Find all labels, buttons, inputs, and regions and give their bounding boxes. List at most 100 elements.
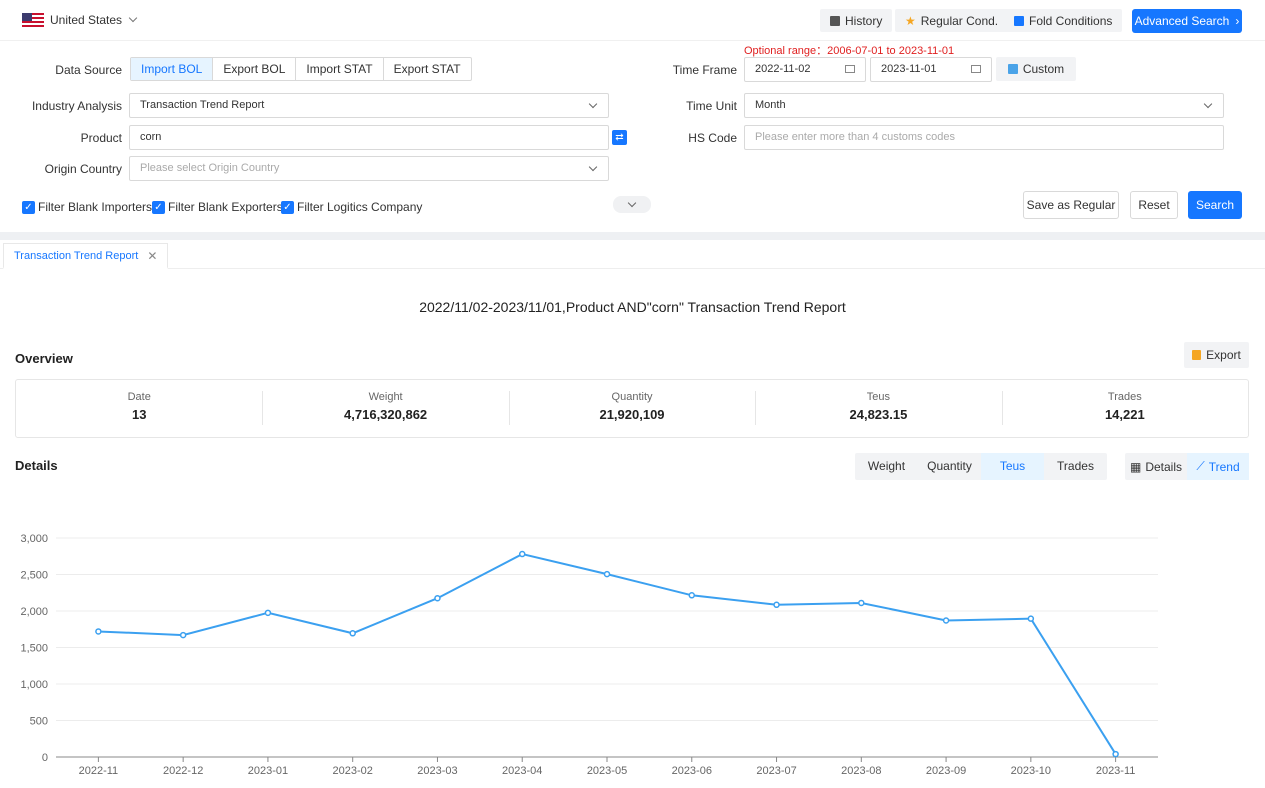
x-tick-label: 2023-11 [1096,765,1136,777]
y-tick-label: 1,500 [20,643,48,655]
overview-trades: Trades 14,221 [1001,380,1248,437]
table-icon: ▦ [1129,459,1142,474]
advanced-search-button[interactable]: Advanced Search › [1132,9,1242,33]
product-input[interactable]: corn [129,125,609,150]
start-date-input[interactable]: 2022-11-02 [744,57,866,82]
data-point [518,550,526,558]
overview-quantity: Quantity 21,920,109 [508,380,755,437]
regular-cond-button[interactable]: ★ Regular Cond. [895,9,1009,32]
checkbox-checked-icon: ✓ [281,200,294,214]
industry-select[interactable]: Transaction Trend Report [129,93,609,118]
product-lookup-icon[interactable]: ⇄ [612,130,627,145]
hs-code-label: HS Code [688,131,737,145]
data-point [603,570,611,578]
save-as-regular-button[interactable]: Save as Regular [1023,191,1119,219]
time-unit-label: Time Unit [686,99,737,113]
metric-quantity[interactable]: Quantity [927,459,972,473]
filter-label: Filter Blank Importers [38,200,153,214]
chevron-down-icon [128,13,138,23]
checkbox-checked-icon: ✓ [152,200,165,214]
tab-label: Transaction Trend Report [14,249,139,262]
y-tick-label: 2,500 [20,570,48,582]
x-tick-label: 2023-06 [672,765,712,777]
metric-trades[interactable]: Trades [1057,459,1094,473]
stat-value: 13 [131,407,147,422]
filter-blank-importers-checkbox[interactable]: ✓ Filter Blank Importers [22,200,152,214]
data-source-export-stat[interactable]: Export STAT [393,62,461,76]
data-point [1112,750,1119,758]
export-icon [1192,350,1202,360]
product-value: corn [140,131,162,143]
origin-country-label: Origin Country [44,162,122,176]
history-icon [830,15,840,26]
end-date-value: 2023-11-01 [881,63,937,75]
chevron-down-icon [588,162,598,172]
y-tick-label: 2,000 [20,606,48,618]
view-details[interactable]: ▦ Details [1125,453,1187,480]
tab-transaction-trend-report[interactable]: Transaction Trend Report ✕ [3,243,169,269]
star-icon: ★ [905,13,916,28]
hs-code-input[interactable]: Please enter more than 4 customs codes [744,125,1224,150]
fold-icon [1014,15,1024,26]
origin-country-select[interactable]: Please select Origin Country [129,156,609,181]
custom-icon [1007,64,1018,74]
export-button[interactable]: Export [1184,342,1249,368]
overview-heading: Overview [15,351,73,366]
calendar-icon [971,65,981,73]
metric-weight[interactable]: Weight [867,459,906,473]
optional-range-note: Optional range：2006-07-01 to 2023-11-01 [744,45,955,57]
filter-blank-exporters-checkbox[interactable]: ✓ Filter Blank Exporters [152,200,283,214]
stat-label: Quantity [611,391,653,403]
y-tick-label: 3,000 [20,533,48,545]
data-point [95,628,102,635]
reset-button[interactable]: Reset [1130,191,1178,219]
history-button[interactable]: History [820,9,893,32]
x-tick-label: 2023-08 [841,765,881,777]
report-title: 2022/11/02-2023/11/01,Product AND"corn" … [419,299,846,315]
time-unit-select[interactable]: Month [744,93,1224,118]
history-label: History [845,13,883,28]
metric-teus[interactable]: Teus [981,453,1044,480]
end-date-input[interactable]: 2023-11-01 [870,57,992,82]
x-tick-label: 2023-09 [926,765,966,777]
chevron-down-icon [588,99,598,109]
country-selector[interactable]: United States [50,13,138,27]
stat-value: 14,221 [1104,407,1145,422]
divider [0,40,1265,41]
line-chart-icon: ⟋ [1196,459,1205,473]
view-label: Details [1145,459,1183,474]
data-source-import-stat[interactable]: Import STAT [296,58,384,80]
overview-card: Date 13 Weight 4,716,320,862 Quantity 21,92… [15,379,1249,438]
stat-value: 4,716,320,862 [344,407,428,422]
filter-logistics-company-checkbox[interactable]: ✓ Filter Logitics Company [281,200,422,214]
stat-label: Trades [1107,391,1142,403]
x-tick-label: 2022-11 [79,765,119,777]
origin-country-placeholder: Please select Origin Country [140,162,280,174]
data-source-import-bol[interactable]: Import BOL [131,58,214,80]
metric-selector: Weight Quantity Teus Trades [855,453,1107,480]
stat-label: Date [127,391,151,403]
data-source-export-bol[interactable]: Export BOL [213,58,297,80]
search-button[interactable]: Search [1188,191,1242,219]
advanced-search-label: Advanced Search [1134,14,1230,28]
data-point [1027,615,1035,622]
view-label: Trend [1208,459,1240,474]
custom-label: Custom [1022,62,1065,76]
fold-conditions-label: Fold Conditions [1029,13,1113,28]
checkbox-checked-icon: ✓ [22,200,35,214]
stat-value: 24,823.15 [849,407,908,422]
view-trend[interactable]: ⟋ Trend [1187,453,1249,480]
data-point [179,631,187,639]
custom-button[interactable]: Custom [996,57,1076,81]
data-point [942,617,950,624]
calendar-icon [845,65,855,73]
chevron-down-icon [627,198,637,208]
export-label: Export [1206,348,1241,362]
overview-weight: Weight 4,716,320,862 [262,380,508,437]
close-icon[interactable]: ✕ [147,248,158,263]
fold-conditions-button[interactable]: Fold Conditions [1004,9,1123,32]
expand-toggle[interactable] [613,196,651,213]
data-point [349,630,356,637]
data-point [434,594,441,602]
y-tick-label: 500 [30,716,48,728]
